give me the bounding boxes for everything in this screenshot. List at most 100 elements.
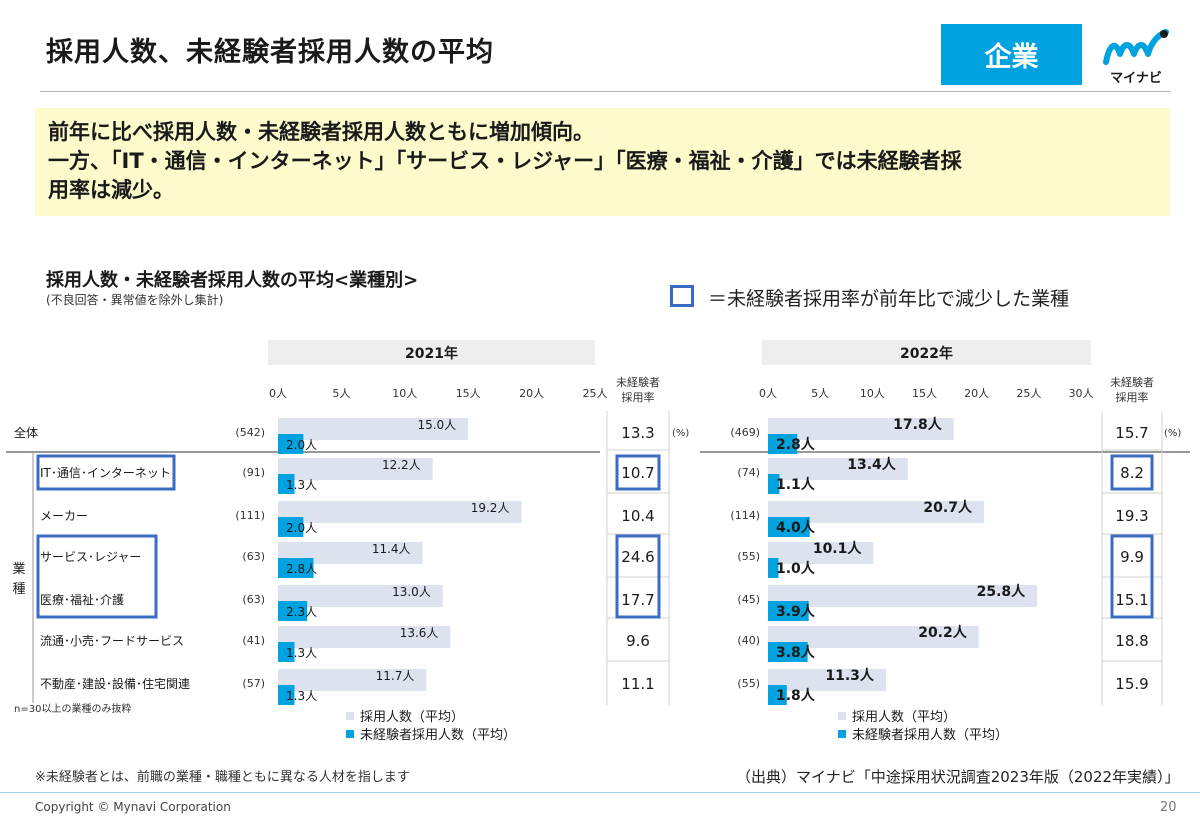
inexperienced-bar (278, 517, 304, 537)
legend-label-inexperienced: 未経験者採用人数（平均） (852, 728, 1008, 743)
x-tick-label: 20人 (519, 387, 544, 400)
rate-value: 13.3 (621, 424, 654, 442)
hires-bar (768, 626, 979, 648)
inexperienced-value-label: 2.0人 (286, 438, 317, 452)
category-label: 不動産･建設･設備･住宅関連 (40, 676, 190, 691)
category-label: 全体 (14, 425, 38, 440)
hires-bar (278, 585, 443, 607)
rate-header: 採用率 (622, 390, 655, 404)
hires-value-label: 20.2人 (918, 624, 968, 641)
x-tick-label: 5人 (811, 387, 829, 400)
legend-swatch-hires (838, 712, 846, 720)
year-header (762, 340, 1091, 365)
inexperienced-value-label: 4.0人 (776, 519, 816, 536)
rate-value: 9.9 (1120, 548, 1144, 566)
highlight-box (1110, 534, 1154, 619)
hires-bar (278, 626, 451, 648)
year-label: 2021年 (405, 345, 458, 362)
x-tick-label: 15人 (912, 387, 937, 400)
source-citation: （出典）マイナビ「中途採用状況調査2023年版（2022年実績）」 (736, 768, 1180, 786)
inexperienced-value-label: 2.0人 (286, 521, 317, 535)
sample-note: n=30以上の業種のみ抜粋 (14, 702, 131, 715)
hires-value-label: 13.4人 (847, 456, 897, 473)
hires-value-label: 13.0人 (392, 585, 431, 599)
hires-bar (768, 418, 954, 440)
footnote: ※未経験者とは、前職の業種・職種ともに異なる人材を指します (35, 770, 410, 785)
inexperienced-value-label: 3.9人 (776, 603, 816, 620)
hires-value-label: 11.7人 (376, 669, 415, 683)
hires-value-label: 11.4人 (372, 542, 411, 556)
inexperienced-value-label: 2.8人 (286, 562, 317, 576)
summary-line-3: 用率は減少。 (48, 178, 174, 202)
sample-size: (469) (730, 426, 760, 439)
sample-size: (40) (737, 634, 760, 647)
hires-value-label: 15.0人 (417, 418, 456, 432)
rate-value: 15.1 (1115, 591, 1148, 609)
inexperienced-bar (768, 601, 809, 621)
rate-header: 未経験者 (616, 375, 660, 389)
sample-size: (45) (737, 593, 760, 606)
inexperienced-value-label: 2.3人 (286, 605, 317, 619)
inexperienced-value-label: 1.3人 (286, 689, 317, 703)
inexperienced-bar (768, 685, 787, 705)
inexperienced-value-label: 1.8人 (776, 687, 816, 704)
hires-bar (768, 542, 874, 564)
x-tick-label: 25人 (583, 387, 608, 400)
rate-header: 採用率 (1116, 390, 1149, 404)
sample-size: (41) (242, 634, 265, 647)
legend-label-inexperienced: 未経験者採用人数（平均） (360, 728, 516, 743)
inexperienced-value-label: 2.8人 (776, 436, 816, 453)
category-label: IT･通信･インターネット (40, 466, 171, 480)
rate-value: 8.2 (1120, 464, 1144, 482)
hires-bar (768, 458, 908, 480)
hires-value-label: 13.6人 (400, 626, 439, 640)
sample-size: (55) (737, 550, 760, 563)
hires-value-label: 17.8人 (893, 416, 943, 433)
hires-value-label: 25.8人 (977, 583, 1027, 600)
summary-line-1: 前年に比べ採用人数・未経験者採用人数ともに増加傾向。 (48, 120, 594, 144)
inexperienced-bar (768, 474, 780, 494)
sample-size: (91) (242, 466, 265, 479)
inexperienced-bar (278, 474, 295, 494)
hires-bar (768, 585, 1038, 607)
category-label: 医療･福祉･介護 (40, 592, 124, 607)
sample-size: (74) (737, 466, 760, 479)
inexperienced-bar (278, 601, 308, 621)
rate-header: 未経験者 (1110, 375, 1154, 389)
inexperienced-bar (768, 434, 798, 454)
legend-label-hires: 採用人数（平均） (852, 710, 956, 725)
rate-value: 24.6 (621, 548, 654, 566)
x-tick-label: 30人 (1069, 387, 1094, 400)
year-header (268, 340, 595, 365)
sample-size: (114) (730, 509, 760, 522)
hires-value-label: 19.2人 (471, 501, 510, 515)
inexperienced-value-label: 1.0人 (776, 560, 816, 577)
rate-value: 15.9 (1115, 675, 1148, 693)
rate-value: 15.7 (1115, 424, 1148, 442)
copyright: Copyright © Mynavi Corporation (35, 800, 231, 814)
inexperienced-bar (768, 517, 810, 537)
highlight-box (615, 454, 661, 491)
hires-value-label: 12.2人 (382, 458, 421, 472)
category-group-label: 業 (12, 561, 25, 577)
category-label: メーカー (40, 509, 88, 523)
hires-value-label: 10.1人 (813, 540, 863, 557)
rate-value: 19.3 (1115, 507, 1148, 525)
sample-size: (57) (242, 677, 265, 690)
inexperienced-value-label: 1.3人 (286, 646, 317, 660)
hires-value-label: 11.3人 (825, 667, 875, 684)
category-group-label: 種 (12, 581, 25, 597)
highlight-box (615, 534, 661, 619)
industry-bar-chart: 全体 IT･通信･インターネットメーカーサービス･レジャー医療･福祉･介護流通･小… (6, 340, 1190, 743)
sample-size: (542) (235, 426, 265, 439)
highlight-legend-label: ＝未経験者採用率が前年比で減少した業種 (708, 288, 1070, 310)
year-label: 2022年 (900, 345, 953, 362)
mynavi-logo: マイナビ (1102, 28, 1170, 86)
sample-size: (55) (737, 677, 760, 690)
inexperienced-bar (278, 685, 295, 705)
chart-subtitle: (不良回答・異常値を除外し集計) (46, 293, 224, 307)
inexperienced-bar (278, 558, 314, 578)
legend-label-hires: 採用人数（平均） (360, 710, 464, 725)
hires-bar (278, 418, 469, 440)
category-badge: 企業 (941, 24, 1082, 85)
